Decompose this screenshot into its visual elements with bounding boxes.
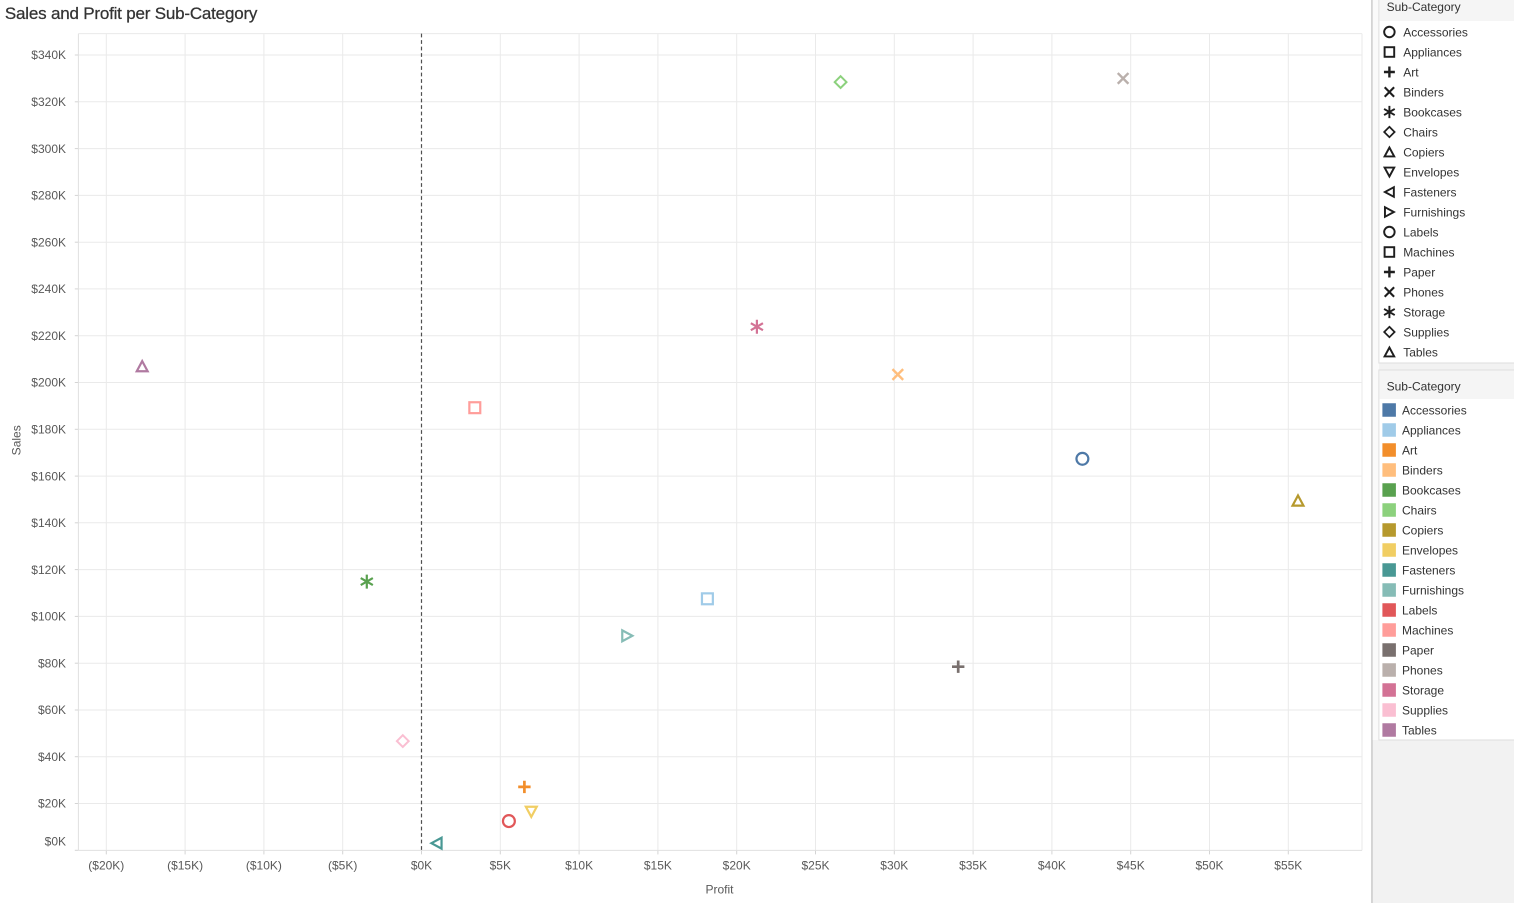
svg-text:$120K: $120K xyxy=(31,563,66,577)
svg-text:Fasteners: Fasteners xyxy=(1402,563,1455,577)
svg-text:Paper: Paper xyxy=(1403,265,1435,279)
svg-text:$240K: $240K xyxy=(31,282,66,296)
svg-text:$140K: $140K xyxy=(31,516,66,530)
svg-text:$40K: $40K xyxy=(1038,858,1066,872)
svg-text:($5K): ($5K) xyxy=(328,858,357,872)
svg-text:Copiers: Copiers xyxy=(1403,145,1444,159)
svg-text:Furnishings: Furnishings xyxy=(1403,205,1465,219)
svg-text:Binders: Binders xyxy=(1403,85,1444,99)
svg-text:Tables: Tables xyxy=(1403,345,1438,359)
svg-text:($20K): ($20K) xyxy=(88,858,124,872)
svg-text:Paper: Paper xyxy=(1402,643,1434,657)
svg-text:Phones: Phones xyxy=(1403,285,1444,299)
svg-text:$0K: $0K xyxy=(411,858,432,872)
svg-text:Labels: Labels xyxy=(1402,603,1437,617)
svg-text:Furnishings: Furnishings xyxy=(1402,583,1464,597)
svg-text:Storage: Storage xyxy=(1402,683,1444,697)
svg-text:($15K): ($15K) xyxy=(167,858,203,872)
svg-text:$20K: $20K xyxy=(723,858,751,872)
svg-text:$25K: $25K xyxy=(801,858,829,872)
svg-text:Sub-Category: Sub-Category xyxy=(1387,0,1461,14)
svg-text:$5K: $5K xyxy=(490,858,511,872)
svg-text:$50K: $50K xyxy=(1195,858,1223,872)
svg-text:Phones: Phones xyxy=(1402,663,1443,677)
svg-text:Accessories: Accessories xyxy=(1402,403,1467,417)
svg-text:Supplies: Supplies xyxy=(1402,703,1448,717)
svg-text:$60K: $60K xyxy=(38,703,66,717)
svg-text:$80K: $80K xyxy=(38,656,66,670)
svg-text:Machines: Machines xyxy=(1402,623,1453,637)
svg-text:Storage: Storage xyxy=(1403,305,1445,319)
svg-text:Bookcases: Bookcases xyxy=(1402,483,1461,497)
svg-text:$300K: $300K xyxy=(31,142,66,156)
svg-text:Profit: Profit xyxy=(705,883,734,897)
svg-text:$0K: $0K xyxy=(45,834,66,848)
svg-text:$30K: $30K xyxy=(880,858,908,872)
svg-text:$35K: $35K xyxy=(959,858,987,872)
svg-text:$40K: $40K xyxy=(38,750,66,764)
svg-text:$10K: $10K xyxy=(565,858,593,872)
svg-text:$180K: $180K xyxy=(31,423,66,437)
svg-text:Art: Art xyxy=(1403,65,1419,79)
svg-text:$340K: $340K xyxy=(31,48,66,62)
svg-text:Binders: Binders xyxy=(1402,463,1443,477)
svg-text:$45K: $45K xyxy=(1117,858,1145,872)
svg-text:$20K: $20K xyxy=(38,797,66,811)
svg-text:Art: Art xyxy=(1402,443,1418,457)
svg-text:$55K: $55K xyxy=(1274,858,1302,872)
svg-text:Appliances: Appliances xyxy=(1402,423,1461,437)
svg-text:($10K): ($10K) xyxy=(246,858,282,872)
svg-text:Envelopes: Envelopes xyxy=(1403,165,1459,179)
svg-text:$15K: $15K xyxy=(644,858,672,872)
svg-text:$200K: $200K xyxy=(31,376,66,390)
svg-text:Bookcases: Bookcases xyxy=(1403,105,1462,119)
svg-text:Envelopes: Envelopes xyxy=(1402,543,1458,557)
svg-text:Sales and Profit per Sub-Categ: Sales and Profit per Sub-Category xyxy=(5,4,258,23)
svg-text:$320K: $320K xyxy=(31,95,66,109)
svg-text:$100K: $100K xyxy=(31,610,66,624)
svg-text:Chairs: Chairs xyxy=(1402,503,1437,517)
svg-text:Sub-Category: Sub-Category xyxy=(1387,379,1461,393)
svg-text:Tables: Tables xyxy=(1402,723,1437,737)
svg-text:$280K: $280K xyxy=(31,189,66,203)
svg-text:Chairs: Chairs xyxy=(1403,125,1438,139)
svg-text:Machines: Machines xyxy=(1403,245,1454,259)
svg-text:Fasteners: Fasteners xyxy=(1403,185,1456,199)
svg-text:$160K: $160K xyxy=(31,469,66,483)
svg-text:Appliances: Appliances xyxy=(1403,45,1462,59)
svg-text:Accessories: Accessories xyxy=(1403,25,1468,39)
svg-text:Supplies: Supplies xyxy=(1403,325,1449,339)
svg-text:Labels: Labels xyxy=(1403,225,1438,239)
svg-text:$260K: $260K xyxy=(31,235,66,249)
svg-text:Sales: Sales xyxy=(10,425,24,455)
svg-text:$220K: $220K xyxy=(31,329,66,343)
svg-text:Copiers: Copiers xyxy=(1402,523,1443,537)
